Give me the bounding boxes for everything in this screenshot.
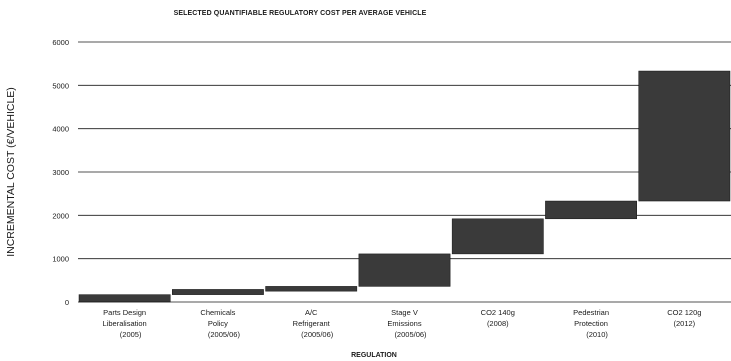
x-axis-categories: Parts Design Liberalisation (2005) Chemical… — [103, 308, 702, 339]
gridlines — [78, 41, 731, 260]
y-axis-ticks: 0 1000 2000 3000 4000 5000 6000 — [52, 38, 69, 307]
category-label-line: Refrigerant — [293, 319, 331, 328]
category-label-line: Liberalisation — [103, 319, 147, 328]
y-tick-label: 4000 — [52, 125, 69, 134]
bar — [451, 218, 544, 255]
category-label-line: A/C — [305, 308, 318, 317]
category-label: Pedestrian Protection (2010) — [573, 308, 609, 339]
bar — [78, 294, 171, 303]
category-label-line: Chemicals — [200, 308, 235, 317]
category-label: CO2 120g (2012) — [667, 308, 701, 328]
y-tick-label: 5000 — [52, 81, 69, 90]
category-label: Chemicals Policy (2005/06) — [200, 308, 240, 339]
category-label: Stage V Emissions (2005/06) — [387, 308, 427, 339]
category-label-line: Emissions — [387, 319, 421, 328]
category-label: CO2 140g (2008) — [481, 308, 515, 328]
category-label-line: (2010) — [586, 330, 608, 339]
category-label-line: (2008) — [487, 319, 509, 328]
category-label-line: (2005/06) — [394, 330, 427, 339]
category-label: A/C Refrigerant (2005/06) — [293, 308, 334, 339]
bars — [78, 70, 731, 303]
y-tick-label: 2000 — [52, 211, 69, 220]
category-label-line: CO2 140g — [481, 308, 515, 317]
category-label-line: (2012) — [674, 319, 696, 328]
y-tick-label: 3000 — [52, 168, 69, 177]
y-tick-label: 0 — [65, 298, 69, 307]
y-tick-label: 1000 — [52, 255, 69, 264]
category-label-line: (2005) — [120, 330, 142, 339]
y-axis-label: INCREMENTAL COST (€/VEHICLE) — [5, 87, 17, 257]
bar — [545, 200, 637, 220]
bar — [172, 289, 264, 295]
category-label-line: Pedestrian — [573, 308, 609, 317]
category-label-line: (2005/06) — [301, 330, 334, 339]
category-label-line: Protection — [574, 319, 608, 328]
category-label-line: Stage V — [391, 308, 418, 317]
category-label-line: (2005/06) — [208, 330, 241, 339]
chart-title: SELECTED QUANTIFIABLE REGULATORY COST PE… — [174, 10, 427, 17]
category-label-line: CO2 120g — [667, 308, 701, 317]
category-label-line: Parts Design — [103, 308, 146, 317]
bar — [638, 70, 731, 202]
y-tick-label: 6000 — [52, 38, 69, 47]
bar — [265, 286, 358, 292]
bar — [358, 253, 451, 287]
x-axis-label: REGULATION — [351, 352, 397, 359]
category-label-line: Policy — [208, 319, 228, 328]
category-label: Parts Design Liberalisation (2005) — [103, 308, 147, 339]
